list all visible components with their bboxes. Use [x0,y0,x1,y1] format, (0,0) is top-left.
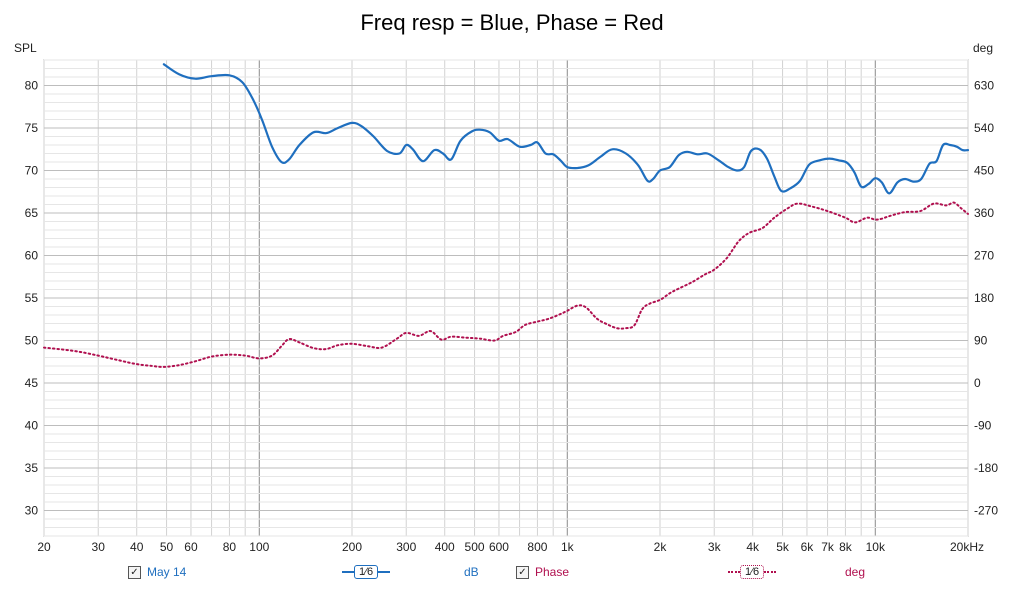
y-right-tick-label: -180 [974,461,998,475]
y-left-tick-label: 70 [25,164,39,178]
x-tick-label: 4k [746,540,760,554]
x-tick-label: 5k [776,540,790,554]
y-right-tick-label: -270 [974,504,998,518]
y-right-tick-label: 630 [974,79,994,93]
phase-unit: deg [845,565,866,579]
y-left-tick-label: 80 [25,79,39,93]
x-tick-label: 10k [866,540,886,554]
phase-visibility-checkbox[interactable]: ✓ [516,565,529,579]
phase-line [43,201,969,368]
y-right-tick-label: 540 [974,121,994,135]
y-right-tick-label: 360 [974,206,994,220]
y-left-tick-label: 60 [25,249,39,263]
spl-line-swatch [342,571,354,573]
x-tick-label: 800 [527,540,547,554]
x-tick-label: 20 [37,540,51,554]
x-tick-label: 8k [839,540,853,554]
y-right-tick-label: 270 [974,249,994,263]
x-tick-label: 30 [92,540,106,554]
x-tick-label: 200 [342,540,362,554]
x-tick-label: 500 [465,540,485,554]
chart-title: Freq resp = Blue, Phase = Red [360,10,663,35]
x-tick-label: 6k [801,540,815,554]
x-tick-label: 400 [435,540,455,554]
x-tick-label: 600 [489,540,509,554]
y-left-tick-label: 30 [25,504,39,518]
y-right-tick-label: 450 [974,164,994,178]
y-left-tick-label: 65 [25,206,39,220]
legend-series-spl: ✓ May 14 [128,562,186,582]
spl-visibility-checkbox[interactable]: ✓ [128,565,141,579]
spl-line-swatch-right [378,571,391,573]
x-tick-label: 40 [130,540,144,554]
x-tick-label: 3k [708,540,722,554]
spl-smoothing-box[interactable]: 1⁄6 [354,565,379,579]
y-right-tick-label: 180 [974,291,994,305]
phase-series-label: Phase [535,565,570,579]
grid [43,59,969,537]
y-left-tick-label: 35 [25,461,39,475]
series-layer [43,63,970,368]
phase-line-swatch-right [764,571,777,573]
x-tick-label: 60 [184,540,198,554]
x-tick-label: 80 [223,540,237,554]
tick-labels: 80 75 70 65 60 55 50 45 40 35 30 630 540 450 360 270 180… [25,79,999,555]
y-right-tick-label: 0 [974,376,981,390]
x-tick-label: 100 [249,540,269,554]
y-left-axis-label: SPL [14,41,37,55]
y-left-tick-label: 40 [25,419,39,433]
spl-line [162,63,970,195]
phase-line-swatch [728,571,740,573]
legend-series-phase: ✓ Phase [516,562,569,582]
y-left-tick-label: 50 [25,334,39,348]
x-tick-label: 1k [561,540,575,554]
x-tick-label: 300 [396,540,416,554]
phase-smoothing-control[interactable]: 1⁄6 [728,562,777,582]
x-tick-label: 50 [160,540,174,554]
spl-unit: dB [464,565,479,579]
spl-series-label: May 14 [147,565,187,579]
y-right-axis-label: deg [973,41,993,55]
y-left-tick-label: 75 [25,121,39,135]
x-tick-label: 20kHz [950,540,984,554]
y-left-tick-label: 45 [25,376,39,390]
spl-smoothing-control[interactable]: 1⁄6 [342,562,391,582]
y-right-tick-label: 90 [974,334,988,348]
phase-smoothing-box[interactable]: 1⁄6 [740,565,765,579]
y-left-tick-label: 55 [25,291,39,305]
y-right-tick-label: -90 [974,419,992,433]
x-tick-label: 2k [654,540,668,554]
x-tick-label: 7k [821,540,835,554]
